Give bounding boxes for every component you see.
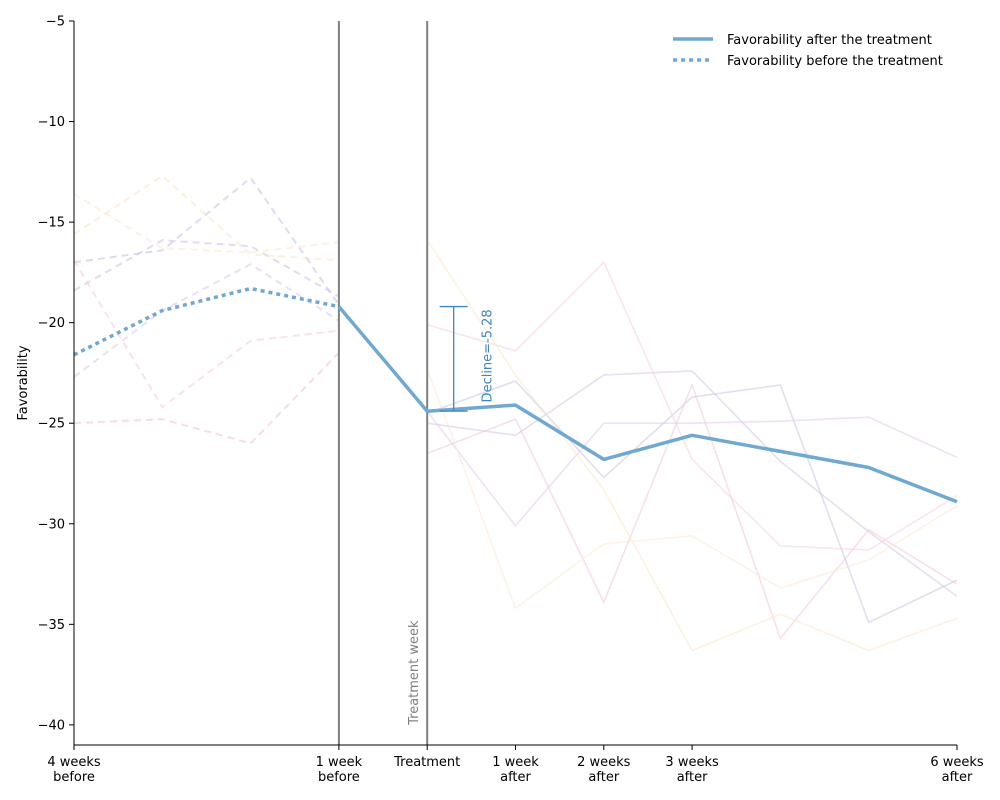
x-tick-label: 3 weeks xyxy=(665,755,719,770)
y-tick-label: −35 xyxy=(38,618,65,633)
background-series-group xyxy=(73,174,958,652)
background-series-before-2 xyxy=(73,239,340,298)
decline-label: Decline=-5.28 xyxy=(481,309,496,402)
legend: Favorability after the treatment Favorabi… xyxy=(673,33,943,69)
y-tick-label: −20 xyxy=(38,316,65,331)
y-tick-label: −30 xyxy=(38,517,65,532)
x-tick-label: before xyxy=(318,770,360,785)
legend-label: Favorability after the treatment xyxy=(727,33,932,48)
after-treatment-line xyxy=(337,305,958,504)
x-tick-label: before xyxy=(53,770,95,785)
legend-label: Favorability before the treatment xyxy=(727,54,943,69)
background-series-after-4 xyxy=(426,382,958,641)
x-tick-label: after xyxy=(677,770,708,785)
background-series-after-7 xyxy=(426,368,958,610)
x-tick-label: 1 week xyxy=(492,755,539,770)
background-series-after-5 xyxy=(426,260,958,551)
y-tick-label: −25 xyxy=(38,417,65,432)
background-series-after-1 xyxy=(426,380,958,624)
treatment-week-label: Treatment week xyxy=(407,620,422,726)
background-series-before-6 xyxy=(73,174,339,262)
x-tick-label: after xyxy=(588,770,619,785)
treatment-vertical-lines xyxy=(337,21,429,745)
y-tick-label: −5 xyxy=(46,15,65,30)
x-tick-label: 1 week xyxy=(316,755,363,770)
background-series-before-7 xyxy=(73,193,340,254)
background-series-after-3 xyxy=(426,410,958,528)
x-tick-label: Treatment xyxy=(393,755,460,770)
background-series-after-2 xyxy=(427,370,958,597)
before-treatment-line xyxy=(73,286,340,357)
y-axis-label: Favorability xyxy=(16,345,31,420)
x-tick-label: 6 weeks xyxy=(930,755,984,770)
background-series-before-4 xyxy=(73,352,340,445)
y-tick-label: −15 xyxy=(38,216,65,231)
y-tick-label: −10 xyxy=(38,115,65,130)
main-series-group xyxy=(73,286,958,504)
x-tick-label: after xyxy=(942,770,973,785)
y-tick-label: −40 xyxy=(38,718,65,733)
x-tick-label: 2 weeks xyxy=(577,755,631,770)
background-series-before-5 xyxy=(73,259,340,409)
background-series-after-6 xyxy=(426,239,958,652)
background-series-before-3 xyxy=(73,263,340,378)
decline-annotation: Decline=-5.28 xyxy=(439,305,496,412)
x-tick-label: after xyxy=(500,770,531,785)
x-tick-label: 4 weeks xyxy=(47,755,101,770)
background-series-before-1 xyxy=(73,176,340,306)
